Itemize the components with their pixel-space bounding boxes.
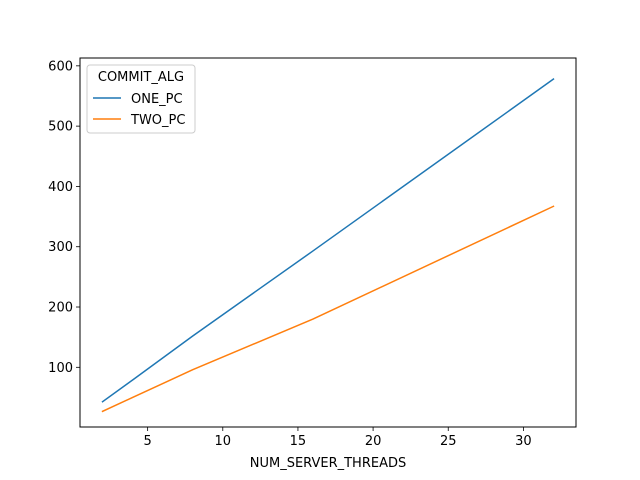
y-axis-ticks: 100 200 300 400 500 600 — [48, 59, 80, 376]
x-tick-label: 25 — [440, 434, 457, 449]
y-tick-label: 500 — [48, 120, 73, 135]
legend-label: ONE_PC — [131, 92, 183, 107]
series-line-one-pc — [101, 78, 555, 403]
x-tick-label: 30 — [515, 434, 532, 449]
legend-items: ONE_PC TWO_PC — [93, 92, 185, 128]
legend: COMMIT_ALG ONE_PC TWO_PC — [86, 64, 196, 134]
legend-label: TWO_PC — [130, 113, 185, 128]
y-tick-label: 100 — [48, 361, 73, 376]
x-axis-label: NUM_SERVER_THREADS — [250, 456, 407, 471]
x-axis-ticks: 5 10 15 20 25 30 — [143, 427, 532, 449]
series-line-two-pc — [101, 205, 555, 413]
x-tick-label: 15 — [290, 434, 307, 449]
y-tick-label: 400 — [48, 180, 73, 195]
y-tick-label: 600 — [48, 59, 73, 74]
y-tick-label: 200 — [48, 301, 73, 316]
y-tick-label: 300 — [48, 240, 73, 255]
x-tick-label: 10 — [215, 434, 232, 449]
plot-area-frame — [79, 57, 577, 428]
legend-box — [86, 64, 196, 134]
legend-title: COMMIT_ALG — [98, 70, 184, 85]
x-tick-label: 5 — [143, 434, 151, 449]
x-tick-label: 20 — [365, 434, 382, 449]
series-lines — [101, 78, 555, 413]
